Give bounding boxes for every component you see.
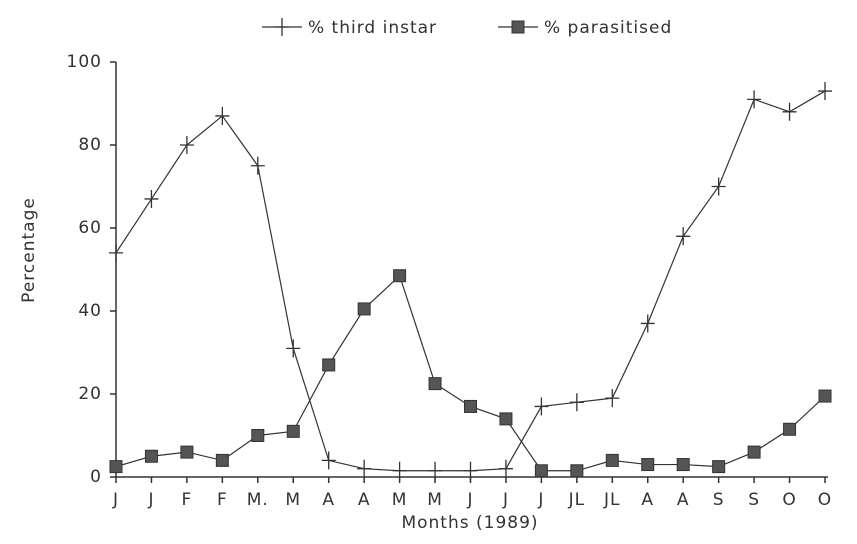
x-tick-label: JL bbox=[568, 490, 586, 510]
square-marker bbox=[286, 424, 300, 438]
square-marker bbox=[570, 464, 584, 478]
legend-marker bbox=[511, 20, 525, 34]
plus-marker bbox=[357, 459, 372, 478]
plus-marker bbox=[498, 459, 513, 478]
series-line bbox=[115, 274, 826, 472]
y-tick-label: 80 bbox=[78, 135, 102, 155]
x-tick-label: O bbox=[818, 490, 832, 510]
plus-marker bbox=[782, 102, 797, 121]
plus-marker bbox=[569, 393, 584, 412]
square-marker bbox=[712, 460, 726, 474]
x-tick-label: M bbox=[427, 490, 443, 510]
x-tick-label: J bbox=[502, 490, 509, 510]
legend-label: % parasitised bbox=[544, 18, 672, 38]
square-marker bbox=[641, 458, 655, 472]
plus-marker bbox=[286, 339, 301, 358]
square-marker bbox=[357, 302, 371, 316]
square-marker bbox=[322, 358, 336, 372]
plus-marker bbox=[534, 397, 549, 416]
series-line bbox=[115, 90, 826, 472]
square-marker bbox=[676, 458, 690, 472]
plus-marker bbox=[711, 177, 726, 196]
plus-marker bbox=[605, 389, 620, 408]
square-marker bbox=[109, 460, 123, 474]
x-tick-label: S bbox=[748, 490, 760, 510]
plus-marker bbox=[179, 136, 194, 154]
square-marker bbox=[251, 429, 265, 442]
plus-marker bbox=[250, 156, 265, 175]
square-marker bbox=[534, 464, 548, 478]
square-marker bbox=[818, 389, 832, 403]
y-tick-label: 60 bbox=[78, 218, 102, 238]
plus-marker bbox=[215, 106, 230, 125]
plus-marker bbox=[321, 451, 336, 470]
square-marker bbox=[605, 453, 619, 467]
x-tick-label: M bbox=[285, 490, 301, 510]
legend-marker bbox=[275, 18, 289, 36]
plus-marker bbox=[144, 189, 159, 208]
x-tick-label: A bbox=[641, 490, 654, 510]
x-tick-label: J bbox=[537, 490, 544, 510]
x-tick-label: O bbox=[782, 490, 796, 510]
x-tick-label: J bbox=[112, 490, 119, 510]
square-marker bbox=[783, 422, 797, 436]
plus-marker bbox=[818, 82, 832, 101]
x-tick-label: F bbox=[217, 490, 228, 510]
x-tick-label: A bbox=[322, 490, 335, 510]
y-tick-label: 20 bbox=[78, 384, 102, 404]
x-tick-label: J bbox=[147, 490, 154, 510]
plus-marker bbox=[640, 314, 655, 333]
x-tick-label: J bbox=[466, 490, 473, 510]
square-marker bbox=[215, 453, 229, 467]
y-tick-label: 100 bbox=[67, 52, 102, 72]
plus-marker bbox=[428, 461, 443, 480]
plus-marker bbox=[392, 461, 407, 480]
x-tick-label: S bbox=[713, 490, 725, 510]
square-marker bbox=[428, 377, 442, 391]
plus-marker bbox=[676, 227, 691, 246]
plus-marker bbox=[109, 243, 123, 262]
x-axis-label: Months (1989) bbox=[401, 513, 538, 533]
x-tick-label: M bbox=[392, 490, 408, 510]
square-marker bbox=[747, 445, 761, 459]
square-marker bbox=[180, 445, 194, 459]
square-marker bbox=[499, 412, 513, 426]
square-marker bbox=[464, 399, 477, 413]
legend-label: % third instar bbox=[308, 18, 437, 38]
x-tick-label: JL bbox=[603, 490, 621, 510]
y-axis-label: Percentage bbox=[19, 197, 39, 303]
x-tick-label: A bbox=[358, 490, 371, 510]
y-tick-label: 0 bbox=[90, 467, 102, 487]
x-tick-label: M. bbox=[247, 490, 269, 510]
square-marker bbox=[393, 269, 407, 283]
x-tick-label: F bbox=[182, 490, 193, 510]
plus-marker bbox=[463, 461, 478, 480]
x-tick-label: A bbox=[677, 490, 690, 510]
square-marker bbox=[144, 449, 158, 463]
plus-marker bbox=[747, 90, 762, 109]
y-tick-label: 40 bbox=[78, 301, 102, 321]
